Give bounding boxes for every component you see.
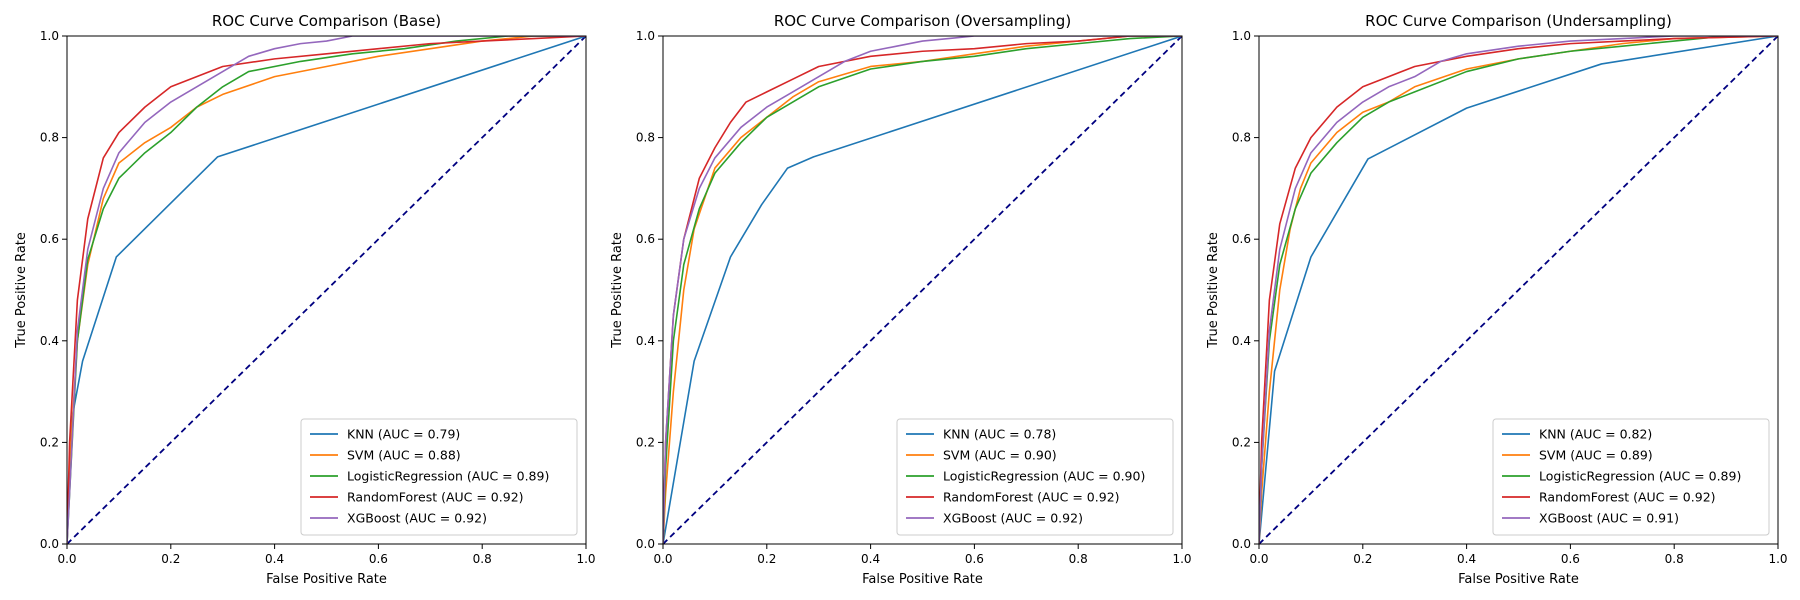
x-tick-label: 0.6 <box>965 552 984 566</box>
legend-entry: KNN (AUC = 0.79) <box>347 427 460 442</box>
series-line-1 <box>663 36 1182 544</box>
legend-box <box>1492 418 1770 536</box>
y-tick-label: 0.4 <box>636 334 655 348</box>
y-tick-label: 1.0 <box>1232 29 1251 43</box>
legend-entry: LogisticRegression (AUC = 0.90) <box>943 469 1145 484</box>
x-tick-label: 0.8 <box>1069 552 1088 566</box>
y-tick-label: 0.0 <box>40 537 59 551</box>
y-tick-label: 1.0 <box>40 29 59 43</box>
y-axis-label: True Positive Rate <box>14 232 29 349</box>
x-tick-label: 0.4 <box>265 552 284 566</box>
legend-entry: RandomForest (AUC = 0.92) <box>1539 490 1716 505</box>
legend-entry: SVM (AUC = 0.88) <box>347 448 461 463</box>
axes-frame <box>662 35 1183 545</box>
chart-panel-3: ROC Curve Comparison (Undersampling)0.0 0… <box>1206 12 1788 587</box>
x-axis-label: False Positive Rate <box>266 572 387 587</box>
y-axis-label: True Positive Rate <box>1206 232 1221 349</box>
x-tick-label: 0.8 <box>473 552 492 566</box>
diagonal-reference-line <box>1258 35 1779 545</box>
y-tick-label: 0.0 <box>636 537 655 551</box>
series-line-5 <box>1259 36 1778 544</box>
chart-title: ROC Curve Comparison (Base) <box>212 12 441 30</box>
series-line-3 <box>67 36 586 544</box>
y-tick-label: 0.0 <box>1232 537 1251 551</box>
y-tick-label: 0.6 <box>1232 232 1251 246</box>
legend-entry: XGBoost (AUC = 0.92) <box>347 511 487 526</box>
legend: KNN (AUC = 0.78) SVM (AUC = 0.90) Logistic… <box>896 418 1174 536</box>
series-line-2 <box>1259 36 1778 544</box>
y-tick-label: 0.6 <box>636 232 655 246</box>
y-tick-label: 0.4 <box>40 334 59 348</box>
legend: KNN (AUC = 0.82) SVM (AUC = 0.89) Logistic… <box>1492 418 1770 536</box>
x-tick-label: 0.0 <box>653 552 672 566</box>
legend-entry: LogisticRegression (AUC = 0.89) <box>347 469 549 484</box>
y-tick-label: 1.0 <box>636 29 655 43</box>
series-line-3 <box>1259 36 1778 544</box>
x-tick-label: 1.0 <box>1172 552 1191 566</box>
x-tick-label: 0.2 <box>1353 552 1372 566</box>
legend-entry: KNN (AUC = 0.82) <box>1539 427 1652 442</box>
chart-panel-2: ROC Curve Comparison (Oversampling)0.0 0.… <box>610 12 1192 587</box>
x-tick-label: 1.0 <box>1768 552 1787 566</box>
legend-entry: RandomForest (AUC = 0.92) <box>943 490 1120 505</box>
y-tick-label: 0.2 <box>1232 435 1251 449</box>
legend-entry: KNN (AUC = 0.78) <box>943 427 1056 442</box>
x-tick-label: 0.4 <box>861 552 880 566</box>
y-axis-label: True Positive Rate <box>610 232 625 349</box>
series-line-5 <box>663 36 1182 544</box>
chart-panel-1: ROC Curve Comparison (Base) 0.0 0.2 0.4 0.6 0… <box>14 12 596 587</box>
y-tick-label: 0.6 <box>40 232 59 246</box>
x-tick-label: 0.6 <box>369 552 388 566</box>
axes-frame <box>1258 35 1779 545</box>
series-line-3 <box>663 36 1182 544</box>
axes-frame <box>66 35 587 545</box>
x-tick-label: 0.4 <box>1457 552 1476 566</box>
x-tick-label: 0.6 <box>1561 552 1580 566</box>
legend-box <box>896 418 1174 536</box>
x-axis-label: False Positive Rate <box>862 572 983 587</box>
legend-entry: SVM (AUC = 0.89) <box>1539 448 1653 463</box>
legend-entry: LogisticRegression (AUC = 0.89) <box>1539 469 1741 484</box>
y-tick-label: 0.8 <box>636 131 655 145</box>
y-tick-label: 0.4 <box>1232 334 1251 348</box>
y-tick-label: 0.2 <box>40 435 59 449</box>
x-tick-label: 0.0 <box>1249 552 1268 566</box>
series-line-4 <box>1259 36 1778 544</box>
legend-box <box>300 418 578 536</box>
legend-entry: XGBoost (AUC = 0.91) <box>1539 511 1679 526</box>
diagonal-reference-line <box>66 35 587 545</box>
series-line-5 <box>67 36 586 544</box>
x-tick-label: 0.8 <box>1665 552 1684 566</box>
x-tick-label: 1.0 <box>576 552 595 566</box>
x-tick-label: 0.2 <box>757 552 776 566</box>
series-line-4 <box>67 36 586 544</box>
chart-title: ROC Curve Comparison (Undersampling) <box>1365 12 1672 30</box>
legend-entry: XGBoost (AUC = 0.92) <box>943 511 1083 526</box>
diagonal-reference-line <box>662 35 1183 545</box>
chart-title: ROC Curve Comparison (Oversampling) <box>774 12 1071 30</box>
series-line-1 <box>1259 36 1778 544</box>
y-tick-label: 0.8 <box>1232 131 1251 145</box>
legend-entry: SVM (AUC = 0.90) <box>943 448 1057 463</box>
legend: KNN (AUC = 0.79) SVM (AUC = 0.88) Logistic… <box>300 418 578 536</box>
series-line-2 <box>663 36 1182 544</box>
x-tick-label: 0.0 <box>57 552 76 566</box>
x-tick-label: 0.2 <box>161 552 180 566</box>
x-axis-label: False Positive Rate <box>1458 572 1579 587</box>
y-tick-label: 0.8 <box>40 131 59 145</box>
legend-entry: RandomForest (AUC = 0.92) <box>347 490 524 505</box>
y-tick-label: 0.2 <box>636 435 655 449</box>
